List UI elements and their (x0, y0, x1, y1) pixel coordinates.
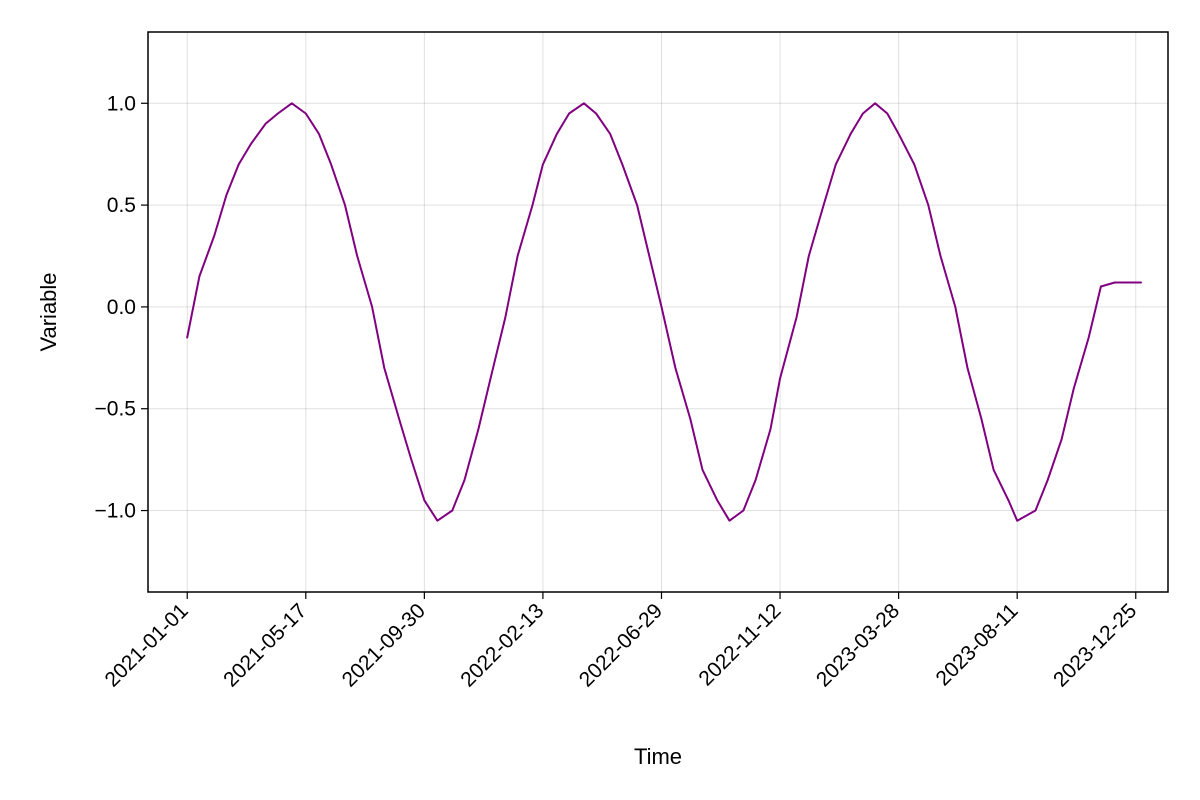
x-tick-label: 2021-09-30 (338, 599, 430, 691)
grid (148, 32, 1168, 592)
y-axis-label: Variable (36, 272, 61, 351)
y-tick-label: 0.5 (107, 194, 136, 217)
x-tick-label: 2023-08-11 (932, 599, 1023, 690)
x-tick-label: 2022-02-13 (456, 599, 548, 691)
y-tick-label: 0.0 (107, 296, 136, 319)
x-axis: 2021-01-01 2021-05-17 2021-09-30 2022-02-13… (101, 592, 1141, 691)
y-tick-label: −0.5 (95, 398, 136, 421)
series-line (186, 102, 1142, 522)
y-tick-label: 1.0 (107, 92, 136, 115)
x-tick-label: 2021-01-01 (101, 599, 193, 691)
x-tick-label: 2021-05-17 (219, 599, 311, 691)
series-group (186, 102, 1142, 522)
plot-frame (147, 31, 1169, 593)
y-tick-label: −1.0 (95, 500, 136, 523)
x-axis-label: Time (634, 744, 682, 769)
x-tick-label: 2023-03-28 (812, 599, 904, 691)
x-tick-label: 2023-12-25 (1049, 599, 1141, 691)
x-tick-label: 2022-06-29 (575, 599, 667, 691)
y-axis: 1.0 0.5 0.0 −0.5 −1.0 (95, 92, 148, 523)
x-tick-label: 2022-11-12 (694, 599, 785, 690)
